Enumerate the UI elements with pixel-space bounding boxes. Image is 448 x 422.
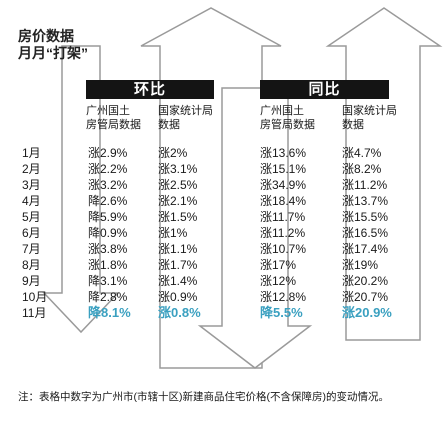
value-cell: 涨10.7% bbox=[260, 242, 307, 256]
title-line-2: 月月“打架” bbox=[18, 45, 88, 61]
chart-title: 房价数据 月月“打架” bbox=[18, 28, 88, 62]
header-line: 数据 bbox=[342, 119, 364, 131]
month-label: 8月 bbox=[22, 258, 41, 272]
value-cell: 涨17.4% bbox=[342, 242, 389, 256]
month-label: 4月 bbox=[22, 194, 41, 208]
value-cell: 涨3.2% bbox=[88, 178, 128, 192]
value-cell: 涨11.7% bbox=[260, 210, 306, 224]
value-cell: 涨2% bbox=[158, 146, 188, 160]
value-cell: 降0.9% bbox=[88, 226, 128, 240]
nbs-yoy-column: 涨4.7% 涨8.2% 涨11.2% 涨13.7% 涨15.5% 涨16.5% … bbox=[342, 145, 392, 321]
guangzhou-mom-column: 涨2.9% 涨2.2% 涨3.2% 降2.6% 降5.9% 降0.9% 涨3.8… bbox=[88, 145, 131, 321]
value-cell: 涨12% bbox=[260, 274, 297, 288]
guangzhou-yoy-column: 涨13.6% 涨15.1% 涨34.9% 涨18.4% 涨11.7% 涨11.2… bbox=[260, 145, 306, 321]
value-cell: 涨13.7% bbox=[342, 194, 389, 208]
header-line: 国家统计局 bbox=[158, 105, 213, 117]
value-cell: 涨1.7% bbox=[158, 258, 198, 272]
value-cell: 涨3.1% bbox=[158, 162, 198, 176]
nbs-mom-column: 涨2% 涨3.1% 涨2.5% 涨2.1% 涨1.5% 涨1% 涨1.1% 涨1… bbox=[158, 145, 201, 321]
header-line: 房管局数据 bbox=[260, 119, 315, 131]
value-cell: 涨1.4% bbox=[158, 274, 198, 288]
value-cell-highlight: 降5.5% bbox=[260, 305, 303, 320]
value-cell: 降2.6% bbox=[88, 194, 128, 208]
value-cell: 涨1% bbox=[158, 226, 188, 240]
section-label-huanbi: 环比 bbox=[86, 80, 214, 99]
value-cell: 涨1.5% bbox=[158, 210, 198, 224]
header-guangzhou-mom: 广州国土 房管局数据 bbox=[86, 104, 141, 132]
value-cell: 涨15.1% bbox=[260, 162, 307, 176]
month-label: 6月 bbox=[22, 226, 41, 240]
header-line: 房管局数据 bbox=[86, 119, 141, 131]
month-label: 9月 bbox=[22, 274, 41, 288]
value-cell: 降5.9% bbox=[88, 210, 128, 224]
header-line: 国家统计局 bbox=[342, 105, 397, 117]
title-line-1: 房价数据 bbox=[18, 28, 74, 44]
month-label: 1月 bbox=[22, 146, 41, 160]
value-cell: 涨3.8% bbox=[88, 242, 128, 256]
month-label: 10月 bbox=[22, 290, 48, 304]
value-cell: 涨13.6% bbox=[260, 146, 307, 160]
value-cell-highlight: 涨20.9% bbox=[342, 305, 392, 320]
value-cell: 降2.8% bbox=[88, 290, 128, 304]
value-cell: 涨8.2% bbox=[342, 162, 382, 176]
month-label: 2月 bbox=[22, 162, 41, 176]
value-cell: 涨2.9% bbox=[88, 146, 128, 160]
month-label: 11月 bbox=[22, 306, 47, 320]
section-label-tongbi: 同比 bbox=[260, 80, 389, 99]
value-cell: 涨15.5% bbox=[342, 210, 389, 224]
value-cell: 涨4.7% bbox=[342, 146, 382, 160]
header-line: 数据 bbox=[158, 119, 180, 131]
value-cell: 涨1.1% bbox=[158, 242, 198, 256]
value-cell: 涨16.5% bbox=[342, 226, 389, 240]
value-cell: 涨11.2% bbox=[342, 178, 388, 192]
month-column: 1月 2月 3月 4月 5月 6月 7月 8月 9月 10月 11月 bbox=[22, 145, 47, 321]
month-label: 3月 bbox=[22, 178, 41, 192]
value-cell: 涨18.4% bbox=[260, 194, 307, 208]
value-cell: 涨1.8% bbox=[88, 258, 128, 272]
value-cell: 涨2.5% bbox=[158, 178, 198, 192]
value-cell-highlight: 涨0.8% bbox=[158, 305, 201, 320]
month-label: 7月 bbox=[22, 242, 41, 256]
header-guangzhou-yoy: 广州国土 房管局数据 bbox=[260, 104, 315, 132]
value-cell: 涨34.9% bbox=[260, 178, 307, 192]
header-line: 广州国土 bbox=[86, 105, 130, 117]
value-cell: 降3.1% bbox=[88, 274, 128, 288]
value-cell: 涨2.1% bbox=[158, 194, 198, 208]
value-cell: 涨12.8% bbox=[260, 290, 307, 304]
value-cell: 涨19% bbox=[342, 258, 379, 272]
footnote: 注：表格中数字为广州市(市辖十区)新建商品住宅价格(不含保障房)的变动情况。 bbox=[18, 391, 389, 403]
header-nbs-yoy: 国家统计局 数据 bbox=[342, 104, 397, 132]
value-cell-highlight: 降8.1% bbox=[88, 305, 131, 320]
value-cell: 涨20.2% bbox=[342, 274, 389, 288]
value-cell: 涨17% bbox=[260, 258, 297, 272]
header-line: 广州国土 bbox=[260, 105, 304, 117]
value-cell: 涨2.2% bbox=[88, 162, 128, 176]
value-cell: 涨11.2% bbox=[260, 226, 306, 240]
down-arrow-center bbox=[197, 87, 313, 369]
value-cell: 涨20.7% bbox=[342, 290, 389, 304]
value-cell: 涨0.9% bbox=[158, 290, 198, 304]
header-nbs-mom: 国家统计局 数据 bbox=[158, 104, 213, 132]
month-label: 5月 bbox=[22, 210, 41, 224]
